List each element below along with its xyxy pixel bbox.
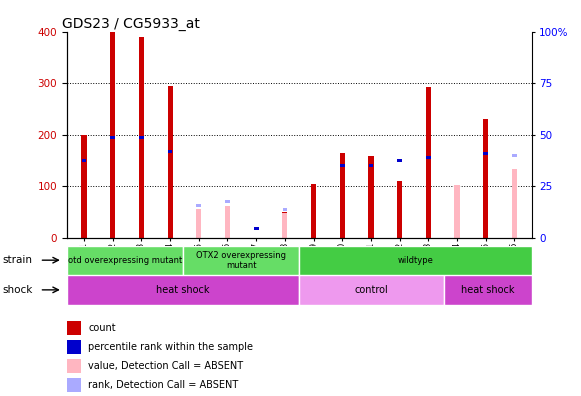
Bar xyxy=(225,206,230,238)
Bar xyxy=(340,164,345,167)
Bar xyxy=(512,154,517,157)
Bar xyxy=(397,159,402,162)
Text: count: count xyxy=(88,323,116,333)
Bar xyxy=(299,246,532,275)
Bar xyxy=(183,246,299,275)
Bar xyxy=(512,169,517,238)
Bar xyxy=(67,275,299,305)
Text: GDS23 / CG5933_at: GDS23 / CG5933_at xyxy=(62,17,200,30)
Bar xyxy=(110,32,115,238)
Bar xyxy=(81,135,87,238)
Bar xyxy=(368,156,374,238)
Bar xyxy=(196,209,202,238)
Bar xyxy=(454,185,460,238)
Bar xyxy=(282,213,288,238)
Bar xyxy=(397,181,402,238)
Bar xyxy=(196,204,201,207)
Bar xyxy=(167,86,173,238)
Text: strain: strain xyxy=(3,255,33,265)
Bar xyxy=(311,183,316,238)
Text: percentile rank within the sample: percentile rank within the sample xyxy=(88,342,253,352)
Bar xyxy=(225,200,230,203)
Text: otd overexpressing mutant: otd overexpressing mutant xyxy=(68,256,182,265)
Bar xyxy=(254,227,259,230)
Bar xyxy=(426,156,431,159)
Bar xyxy=(444,275,532,305)
Bar xyxy=(299,275,444,305)
Bar xyxy=(483,119,488,238)
Text: rank, Detection Call = ABSENT: rank, Detection Call = ABSENT xyxy=(88,380,239,390)
Text: control: control xyxy=(355,285,389,295)
Bar xyxy=(168,150,173,152)
Text: heat shock: heat shock xyxy=(156,285,210,295)
Text: value, Detection Call = ABSENT: value, Detection Call = ABSENT xyxy=(88,361,243,371)
Bar xyxy=(110,136,115,139)
Bar xyxy=(340,152,345,238)
Bar xyxy=(82,159,87,162)
Bar xyxy=(282,212,288,238)
Text: wildtype: wildtype xyxy=(397,256,433,265)
Bar xyxy=(139,37,144,238)
Bar xyxy=(282,208,287,211)
Bar xyxy=(67,246,183,275)
Bar xyxy=(483,152,488,155)
Bar xyxy=(139,136,144,139)
Text: shock: shock xyxy=(3,285,33,295)
Bar xyxy=(426,87,431,238)
Bar xyxy=(368,164,373,167)
Text: heat shock: heat shock xyxy=(461,285,515,295)
Text: OTX2 overexpressing
mutant: OTX2 overexpressing mutant xyxy=(196,251,286,270)
